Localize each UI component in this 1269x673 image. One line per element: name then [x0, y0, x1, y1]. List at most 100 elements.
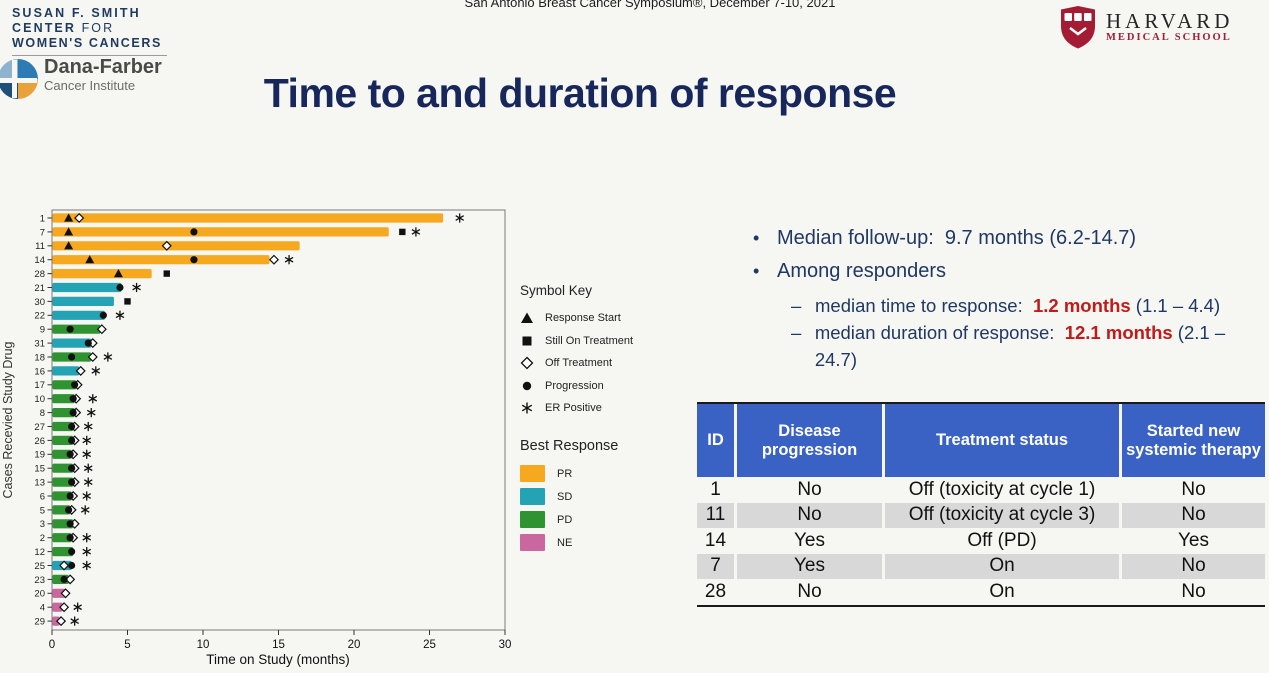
- swimmer-bar: [52, 227, 389, 237]
- table-cell: 28: [697, 579, 737, 605]
- x-axis-tick-label: 10: [197, 639, 210, 651]
- swimmer-bar: [52, 366, 80, 376]
- row-label: 21: [34, 283, 45, 294]
- table-cell: Yes: [737, 528, 885, 554]
- symbol-key-item-label: ER Positive: [545, 402, 602, 415]
- swimmer-bar: [52, 241, 300, 251]
- er-positive-marker: [82, 534, 92, 541]
- swimmer-bar: [52, 491, 72, 501]
- susan-smith-logo: SUSAN F. SMITH CENTER FOR WOMEN'S CANCER…: [12, 6, 167, 56]
- swimmer-bar: [52, 602, 63, 612]
- progression-marker: [66, 534, 74, 542]
- off-treatment-marker: [59, 560, 70, 571]
- susan-smith-line2-rest: FOR: [76, 21, 115, 35]
- bullet-among-responders-text: Among responders: [777, 260, 946, 282]
- table-cell: Off (toxicity at cycle 1): [885, 477, 1122, 503]
- sub-bullet-prefix: median time to response:: [815, 295, 1033, 316]
- table-row: 7 Yes On No: [697, 553, 1265, 579]
- dana-farber-wordmark: Dana-Farber Cancer Institute: [44, 56, 162, 93]
- er-positive-marker: [284, 256, 294, 263]
- row-label: 1: [40, 213, 45, 224]
- symbol-key-item: Response Start: [520, 307, 633, 330]
- sub-bullet-suffix: (2.1 – 24.7): [814, 322, 1231, 370]
- er-positive-marker: [83, 423, 93, 430]
- table-cell: No: [737, 579, 885, 605]
- er-positive-marker: [91, 368, 101, 374]
- er-positive-marker: [82, 548, 92, 555]
- harvard-name: HARVARD: [1106, 9, 1234, 33]
- off-treatment-marker: [96, 324, 107, 335]
- row-label: 16: [34, 366, 45, 377]
- sub-bullet-prefix: median duration of response:: [814, 322, 1065, 343]
- response-color-swatch: [520, 488, 545, 505]
- row-label: 10: [34, 394, 45, 405]
- x-axis-tick-label: 25: [423, 639, 436, 651]
- response-color-swatch: [520, 534, 545, 551]
- swimmer-plot: 1 7 11 14 28 21 30 22 9 31 18 16 17 10 8 27 26 19 15 13 6 5 3 2…: [0, 200, 515, 673]
- progression-marker: [84, 339, 92, 347]
- row-label: 9: [40, 325, 45, 336]
- still-on-treatment-marker: [124, 298, 131, 305]
- progression-marker: [69, 409, 77, 417]
- best-response-item: NE: [520, 531, 618, 554]
- row-label: 15: [34, 464, 45, 475]
- x-axis-tick-label: 5: [124, 639, 130, 651]
- progression-marker: [68, 561, 76, 570]
- dana-farber-logo: Dana-Farber Cancer Institute: [0, 56, 162, 99]
- best-response-item: PR: [520, 462, 618, 485]
- swimmer-plot-svg: 1711142821302293118161710827261915136532…: [1, 209, 512, 667]
- progression-marker: [68, 436, 76, 444]
- square-icon: [522, 336, 532, 346]
- swimmer-bar: [52, 380, 77, 390]
- susan-smith-divider: [12, 55, 167, 56]
- swimmer-bar: [52, 449, 72, 459]
- er-positive-marker: [82, 493, 92, 499]
- circle-icon: [522, 381, 532, 390]
- table-cell: Off (toxicity at cycle 3): [885, 502, 1122, 528]
- swimmer-bar: [52, 324, 101, 334]
- bullet-median-followup-text: Median follow-up: 9.7 months (6.2-14.7): [777, 227, 1137, 249]
- table-cell: No: [737, 502, 885, 528]
- x-axis-tick-label: 30: [499, 639, 512, 651]
- off-treatment-marker: [75, 365, 86, 376]
- still-on-treatment-marker: [163, 270, 170, 277]
- responders-table: ID Disease progression Treatment status Sta…: [697, 402, 1265, 607]
- triangle-icon: [521, 312, 533, 324]
- table-cell: Yes: [1178, 529, 1209, 551]
- row-label: 25: [34, 561, 45, 572]
- row-label: 2: [40, 533, 45, 544]
- table-row: 1 No Off (toxicity at cycle 1) No: [697, 477, 1265, 503]
- table-cell: 14: [697, 528, 737, 554]
- swimmer-bar: [52, 269, 152, 279]
- er-positive-marker: [83, 479, 93, 485]
- progression-marker: [190, 256, 198, 264]
- swimmer-bar: [52, 394, 75, 404]
- progression-marker: [71, 381, 79, 389]
- sub-bullet-text: median time to response: 1.2 months (1.1…: [815, 292, 1220, 319]
- bullet-dot-icon: •: [753, 228, 760, 248]
- off-treatment-marker: [74, 212, 85, 224]
- table-cell: On: [885, 579, 1122, 605]
- swimmer-bar: [52, 338, 92, 348]
- progression-marker: [68, 548, 76, 556]
- symbol-key-item-label: Progression: [545, 379, 604, 392]
- harvard-subtitle: MEDICAL SCHOOL: [1106, 32, 1232, 43]
- summary-bullets: • Median follow-up: 9.7 months (6.2-14.7…: [753, 226, 1269, 373]
- best-response-item: SD: [520, 485, 618, 508]
- er-positive-marker: [73, 604, 82, 611]
- response-start-marker: [64, 227, 74, 236]
- progression-marker: [66, 520, 74, 528]
- symbol-key-item: ER Positive: [520, 397, 633, 420]
- er-positive-marker: [80, 507, 90, 513]
- swimmer-bar: [52, 421, 74, 432]
- er-positive-marker: [70, 618, 79, 624]
- table-cell: No: [1122, 553, 1265, 579]
- response-color-swatch: [520, 465, 545, 482]
- er-positive-marker: [82, 562, 92, 569]
- bullet-dot-icon: •: [753, 261, 760, 281]
- response-start-marker: [64, 241, 74, 250]
- symbol-key-title: Symbol Key: [520, 283, 593, 298]
- progression-marker: [66, 450, 74, 458]
- dash-icon: –: [791, 322, 802, 343]
